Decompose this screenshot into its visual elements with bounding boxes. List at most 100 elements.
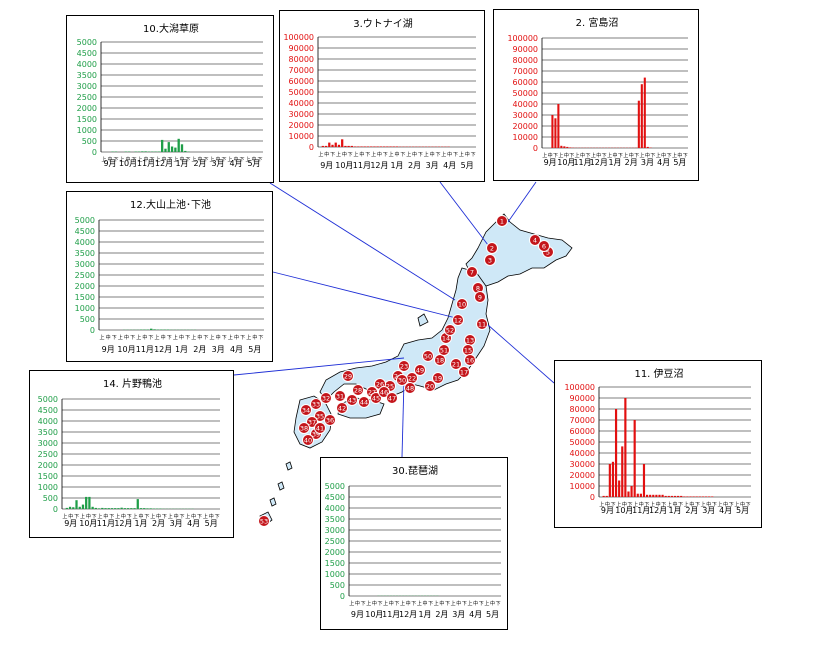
site-marker[interactable]: 29: [342, 370, 354, 382]
site-marker-label: 19: [434, 375, 442, 383]
site-marker[interactable]: 51: [438, 344, 450, 356]
site-marker[interactable]: 17: [458, 366, 470, 378]
site-marker-label: 16: [466, 357, 474, 365]
site-marker[interactable]: 3: [484, 254, 496, 266]
x-tick-letter: 下: [383, 152, 388, 158]
x-tick-letter: 中: [548, 152, 553, 159]
x-tick-letter: 下: [553, 153, 558, 159]
y-tick-label: 500: [80, 315, 95, 324]
site-marker[interactable]: 21: [450, 358, 462, 370]
site-marker[interactable]: 35: [314, 410, 326, 422]
x-tick-letter: 下: [130, 335, 135, 341]
site-marker[interactable]: 34: [300, 404, 312, 416]
x-tick-letter: 上: [656, 152, 661, 159]
bar: [347, 145, 350, 147]
site-marker-label: 11: [478, 321, 486, 329]
x-tick-letter: 下: [428, 601, 433, 607]
x-tick-letter: 中: [406, 600, 411, 607]
bar: [357, 146, 360, 147]
site-marker-label: 18: [436, 357, 444, 365]
site-marker-label: 43: [348, 397, 356, 405]
site-marker[interactable]: 23: [398, 360, 410, 372]
site-marker[interactable]: 20: [424, 380, 436, 392]
bar: [711, 496, 714, 497]
x-tick-letter: 上: [633, 501, 638, 508]
site-marker[interactable]: 1: [496, 215, 508, 227]
y-tick-label: 60000: [513, 78, 538, 87]
site-marker-label: 25: [386, 383, 394, 391]
x-tick-letter: 上: [210, 334, 215, 341]
x-tick-letter: 中: [161, 156, 166, 163]
bar: [153, 329, 156, 330]
y-tick-label: 5000: [325, 482, 345, 491]
site-marker-label: 5: [546, 249, 550, 257]
site-marker[interactable]: 31: [334, 390, 346, 402]
x-tick-letter: 上: [468, 600, 473, 607]
bar: [557, 104, 560, 148]
site-marker[interactable]: 41: [314, 422, 326, 434]
x-tick-letter: 中: [179, 334, 184, 341]
site-marker[interactable]: 8: [472, 282, 484, 294]
site-marker[interactable]: 12: [452, 314, 464, 326]
site-marker[interactable]: 47: [386, 392, 398, 404]
site-marker[interactable]: 10: [456, 298, 468, 310]
site-marker[interactable]: 18: [434, 354, 446, 366]
site-marker-label: 41: [316, 425, 324, 433]
site-marker[interactable]: 33: [310, 398, 322, 410]
site-marker-label: 4: [533, 237, 537, 245]
month-label: 3月: [702, 506, 715, 515]
site-marker[interactable]: 49: [414, 364, 426, 376]
chart-title: 12.大山上池･下池: [130, 198, 211, 211]
x-tick-letter: 上: [591, 152, 596, 159]
x-tick-letter: 中: [629, 152, 634, 159]
site-marker-label: 48: [406, 385, 414, 393]
site-marker[interactable]: 15: [462, 344, 474, 356]
y-tick-label: 70000: [513, 67, 538, 76]
site-marker-label: 8: [476, 285, 480, 293]
x-tick-letter: 中: [656, 501, 661, 508]
chart-title: 3.ウトナイ湖: [353, 18, 413, 30]
x-tick-letter: 下: [222, 335, 227, 341]
leader-line: [233, 357, 405, 376]
site-marker[interactable]: 11: [476, 318, 488, 330]
site-marker[interactable]: 7: [466, 266, 478, 278]
site-marker[interactable]: 9: [474, 291, 486, 303]
site-marker[interactable]: 32: [320, 392, 332, 404]
site-marker[interactable]: 48: [404, 382, 416, 394]
month-label: 10月: [119, 159, 137, 168]
site-marker[interactable]: 13: [464, 334, 476, 346]
site-marker[interactable]: 30: [396, 374, 408, 386]
x-tick-letter: 上: [98, 513, 103, 520]
site-marker[interactable]: 6: [538, 240, 550, 252]
month-label: 5月: [247, 159, 260, 168]
site-marker[interactable]: 50: [422, 350, 434, 362]
bar: [689, 496, 692, 497]
site-marker[interactable]: 42: [336, 402, 348, 414]
site-marker[interactable]: 53: [258, 515, 270, 527]
site-marker[interactable]: 44: [358, 396, 370, 408]
site-marker[interactable]: 45: [370, 392, 382, 404]
y-tick-label: 4000: [325, 504, 345, 513]
month-label: 5月: [736, 506, 749, 515]
y-tick-label: 4500: [38, 406, 58, 415]
y-tick-label: 20000: [289, 121, 314, 130]
x-tick-letter: 下: [257, 157, 262, 163]
bar: [708, 496, 711, 497]
site-marker[interactable]: 28: [352, 384, 364, 396]
x-tick-letter: 下: [167, 335, 172, 341]
site-marker-label: 34: [302, 407, 310, 415]
site-marker[interactable]: 37: [306, 416, 318, 428]
site-marker[interactable]: 43: [346, 394, 358, 406]
x-tick-letter: 下: [644, 502, 649, 508]
site-marker[interactable]: 19: [432, 372, 444, 384]
x-tick-letter: 上: [558, 152, 563, 159]
site-marker[interactable]: 2: [486, 242, 498, 254]
x-tick-letter: 下: [179, 514, 184, 520]
site-marker[interactable]: 46: [378, 386, 390, 398]
site-marker[interactable]: 4: [529, 234, 541, 246]
site-marker[interactable]: 40: [302, 434, 314, 446]
site-marker[interactable]: 36: [324, 414, 336, 426]
site-marker[interactable]: 38: [298, 422, 310, 434]
site-marker[interactable]: 52: [444, 324, 456, 336]
site-marker[interactable]: 16: [464, 354, 476, 366]
